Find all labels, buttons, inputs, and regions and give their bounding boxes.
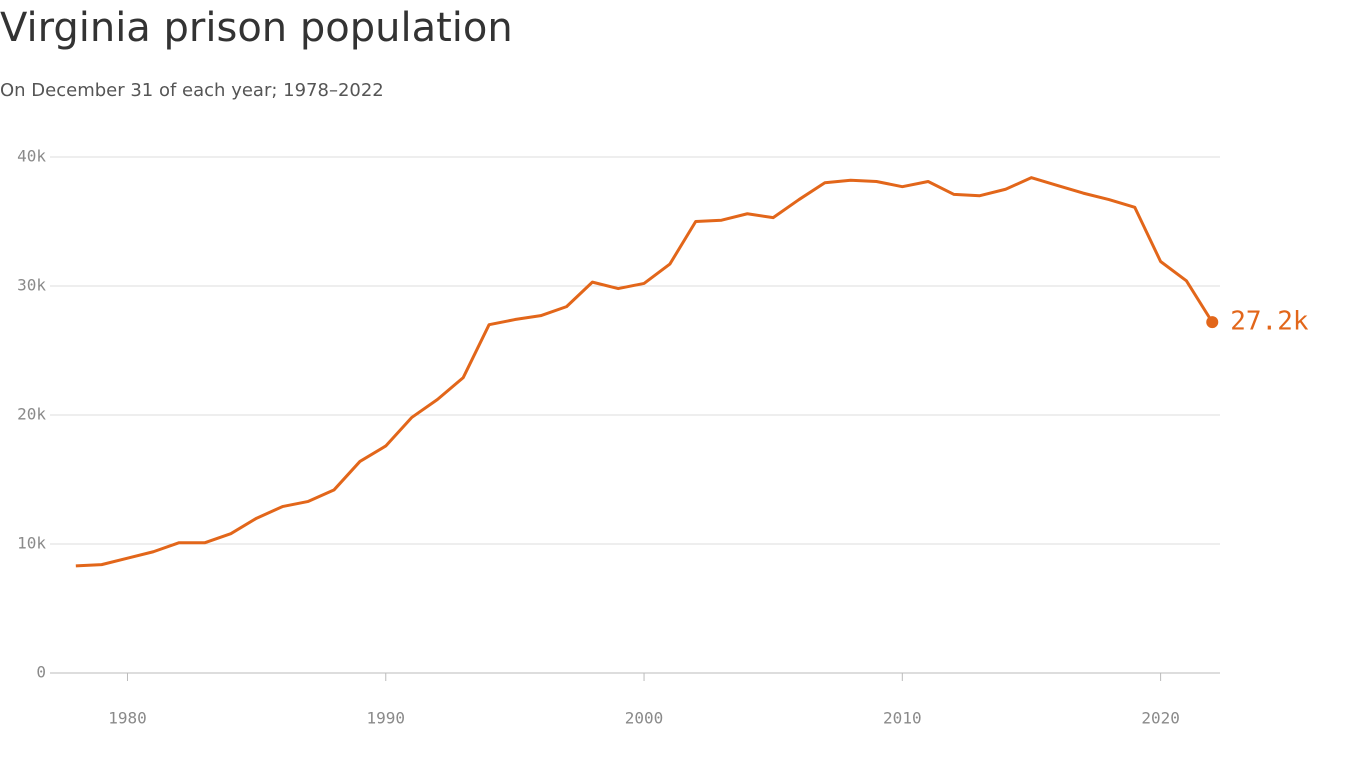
x-tick-label: 2000	[625, 709, 664, 728]
chart-subtitle: On December 31 of each year; 1978–2022	[0, 80, 384, 101]
y-tick-label: 10k	[17, 534, 46, 553]
x-tick-label: 2010	[883, 709, 922, 728]
value-label: 27.2k	[1230, 307, 1309, 337]
x-tick-label: 2020	[1141, 709, 1180, 728]
y-tick-label: 20k	[17, 405, 46, 424]
x-tick-label: 1980	[108, 709, 147, 728]
x-tick-label: 1990	[366, 709, 405, 728]
line	[75, 176, 1214, 568]
chart-title: Virginia prison population	[0, 5, 513, 51]
end-point	[1206, 316, 1219, 329]
y-tick-label: 30k	[17, 276, 46, 295]
y-tick-label: 0	[36, 663, 46, 682]
y-tick-label: 40k	[17, 147, 46, 166]
